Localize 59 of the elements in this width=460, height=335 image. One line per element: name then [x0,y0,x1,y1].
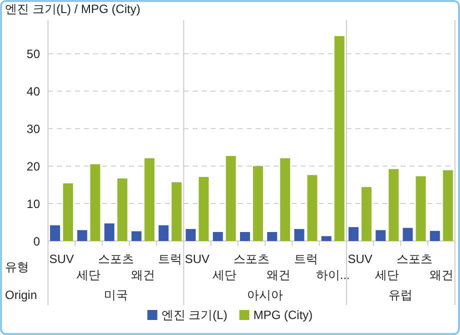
x-tick-label: 왜건 [130,268,155,282]
y-tick-label: 30 [26,122,40,136]
x-tick-label: 왜건 [266,268,291,282]
x-tick-label: SUV [184,252,210,266]
y-axis-title: 엔진 크기(L) / MPG (City) [5,2,140,16]
y-tick-label: 10 [26,197,40,212]
x-tick-label: 스포츠 [98,252,134,266]
bar [280,158,290,241]
bar [198,176,209,241]
bar [186,229,196,241]
x-tick-label: 하이... [316,268,350,282]
x-tick-label: 세단 [375,268,400,282]
x-tick-label: 세단 [76,268,101,282]
text: 유형 [5,260,29,274]
bar [416,176,426,241]
bar [388,169,399,241]
bar [172,182,182,241]
bar [376,230,386,241]
bar [362,187,372,241]
y-tick-label: 20 [26,160,40,174]
legend-label: MPG (City) [253,308,313,322]
bar [226,156,236,241]
bar [307,175,318,241]
bar [402,228,413,241]
y-tick-label: 0 [33,234,40,248]
bar [430,230,440,241]
x-tick-label: 트럭 [158,252,182,266]
legend-label: 엔진 크기(L) [161,308,228,322]
x-tick-label: 스포츠 [396,252,432,266]
bar [348,227,359,241]
bar [294,229,304,241]
bar [253,166,263,241]
x-axis-title: 아시아 [247,288,284,302]
text: Origin [5,288,38,302]
x-tick-label: 스포츠 [234,252,270,266]
bar [158,225,169,241]
bar [90,164,100,241]
bar [442,170,453,241]
bar [321,236,332,241]
bar [117,178,128,241]
bar [267,232,278,241]
x-axis-title: 미국 [104,288,128,302]
y-tick-label: 50 [26,47,40,62]
y-tick-label: 40 [26,84,40,99]
bar [212,232,223,241]
bar [50,225,60,241]
bar [63,183,74,241]
bar [334,36,344,241]
bar [240,232,250,241]
x-tick-label: 트럭 [294,252,318,266]
bar [144,158,154,241]
x-tick-label: 왜건 [429,268,454,282]
x-tick-label: SUV [49,252,74,266]
x-tick-label: SUV [348,252,372,266]
bar [77,230,88,241]
x-tick-label: 세단 [212,268,236,282]
bar [104,223,114,241]
bar [131,231,142,241]
x-axis-title: 유럽 [388,288,413,302]
